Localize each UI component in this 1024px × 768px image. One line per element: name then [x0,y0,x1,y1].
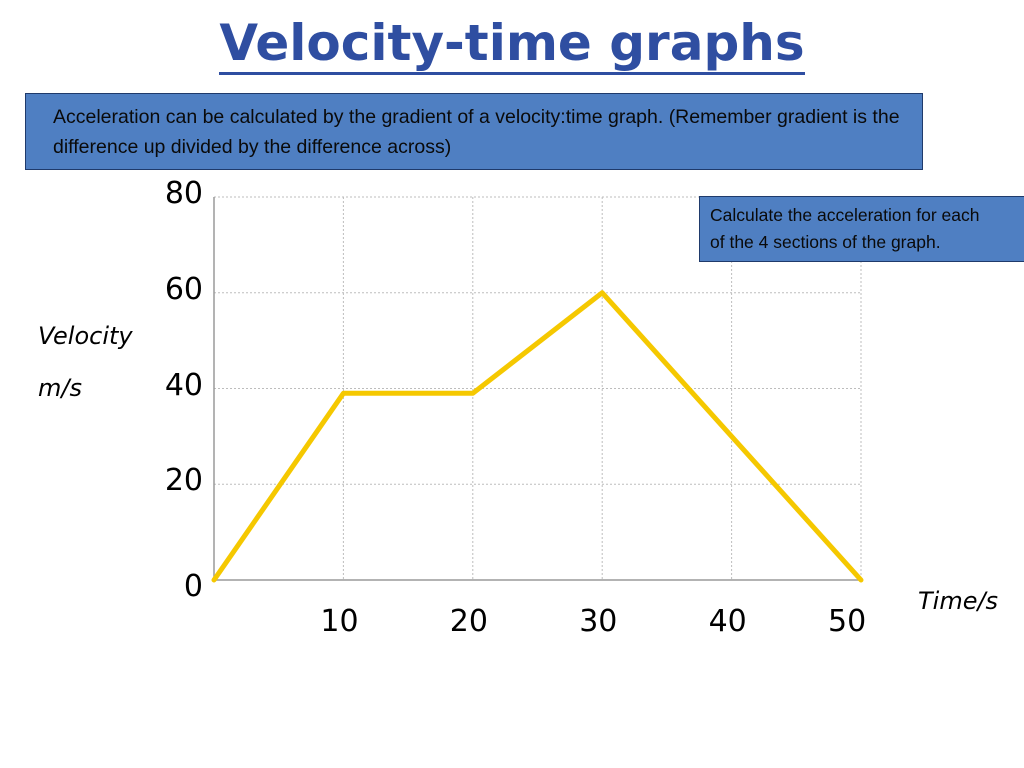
y-axis-label-line1: Velocity [38,322,133,350]
x-tick-label: 20 [449,604,488,639]
x-tick-label: 40 [708,604,747,639]
y-axis-label-line2: m/s [38,374,82,402]
x-axis-label: Time/s [918,587,999,615]
page-title: Velocity-time graphs [0,6,1024,80]
velocity-series-line [211,290,864,583]
info-box: Acceleration can be calculated by the gr… [25,93,923,170]
task-line-1: Calculate the acceleration for each [710,205,980,225]
y-tick-label: 80 [164,176,203,211]
task-line-2: of the 4 sections of the graph. [710,232,941,252]
y-tick-label: 20 [164,463,203,499]
x-tick-label: 50 [828,604,867,639]
x-tick-label: 30 [579,604,618,639]
x-tick-label: 10 [320,604,359,639]
y-tick-label: 60 [164,271,203,307]
y-tick-label: 0 [183,569,203,604]
page-title-text: Velocity-time graphs [219,14,805,75]
task-box: Calculate the acceleration for each of t… [699,196,1024,262]
y-tick-label: 40 [164,367,203,403]
chart-series [211,290,864,583]
